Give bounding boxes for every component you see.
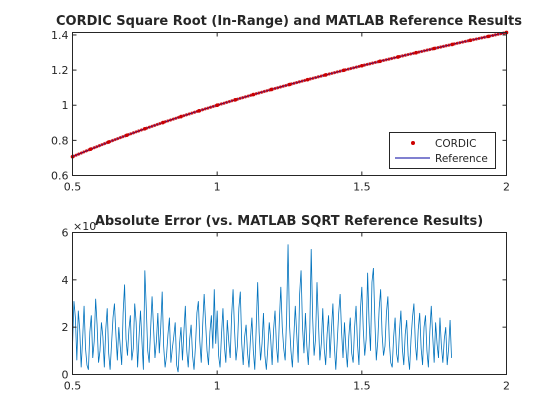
cordic-data-point (360, 63, 364, 68)
plot1-ticks: 0.5 1 1.5 2 0.6 0.8 1 1.2 1.4 (51, 29, 510, 194)
cordic-data-point (197, 109, 201, 113)
cordic-data-point (106, 140, 111, 144)
plot2-y-tick-label: 2 (62, 321, 69, 334)
plot2-x-tick-label: 1.5 (353, 380, 371, 393)
legend-box (389, 132, 496, 169)
cordic-data-point (486, 34, 491, 39)
cordic-data-point (414, 50, 418, 55)
plot2-y-tick-label: 6 (62, 227, 69, 240)
plot1-title: CORDIC Square Root (In-Range) and MATLAB… (56, 14, 522, 29)
cordic-data-point (88, 147, 93, 151)
cordic-data-point (124, 133, 129, 138)
plot1-x-tick-label: 1.5 (353, 181, 371, 194)
plot1-axes-box (72, 32, 507, 176)
cordic-data-point (215, 103, 219, 108)
plot1-x-tick-label: 2 (503, 181, 510, 194)
plot2-y-tick-label: 0 (62, 369, 69, 382)
plot1-y-tick-label: 1.4 (51, 29, 69, 42)
cordic-data-point (233, 98, 238, 102)
plot2-y-exponent-label: ×10 (73, 220, 96, 233)
cordic-data-point (287, 82, 292, 87)
plot1-x-tick-label: 0.5 (64, 181, 82, 194)
plot1-y-tick-label: 1.2 (51, 64, 69, 77)
plot2-y-tick-label: 4 (62, 274, 69, 287)
legend-cordic-marker-icon (411, 141, 415, 145)
plot2-x-tick-label: 1 (214, 380, 221, 393)
plot2-x-tick-label: 2 (503, 380, 510, 393)
plot1-x-tick-label: 1 (214, 181, 221, 194)
cordic-data-point (143, 126, 147, 131)
plot1-y-tick-label: 0.6 (51, 170, 69, 183)
absolute-error-series-line (72, 244, 452, 373)
plot2-title: Absolute Error (vs. MATLAB SQRT Referenc… (95, 214, 483, 229)
plot2-ticks: 0.5 1 1.5 2 0 2 4 6 (62, 227, 511, 393)
plot2-x-tick-label: 0.5 (64, 380, 82, 393)
cordic-data-point (323, 73, 328, 77)
cordic-data-point (378, 59, 382, 64)
cordic-data-point (305, 77, 310, 82)
plot1-data-layer (70, 30, 509, 159)
cordic-data-point (161, 120, 165, 125)
plot2-axes-box (72, 232, 507, 375)
cordic-data-point (468, 38, 473, 43)
plot2-data-layer (72, 244, 452, 373)
sqrt-results-plot: CORDIC Square Root (In-Range) and MATLAB… (51, 14, 522, 194)
cordic-data-point (179, 114, 183, 119)
legend-cordic-label: CORDIC (435, 138, 476, 150)
legend-reference-label: Reference (435, 153, 488, 165)
cordic-data-point (432, 46, 436, 51)
legend: CORDIC Reference (389, 132, 496, 169)
cordic-data-point (269, 87, 274, 92)
cordic-data-point (450, 42, 455, 47)
cordic-data-point (396, 55, 400, 59)
absolute-error-plot: 0.5 1 1.5 2 0 2 4 6 ×10 Absolute Error (vs. MAT… (62, 214, 511, 393)
cordic-data-point (251, 92, 256, 97)
plot1-y-tick-label: 0.8 (51, 134, 69, 147)
cordic-data-point (341, 68, 346, 73)
plot1-y-tick-label: 1 (62, 99, 69, 112)
